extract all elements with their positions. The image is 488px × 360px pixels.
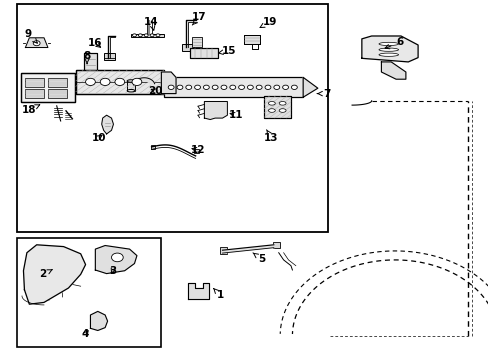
Polygon shape <box>102 115 113 134</box>
Bar <box>264 96 290 118</box>
Circle shape <box>212 85 218 90</box>
Circle shape <box>238 85 244 90</box>
Bar <box>93 316 105 326</box>
Circle shape <box>282 85 288 90</box>
Circle shape <box>132 78 142 86</box>
Polygon shape <box>90 311 107 330</box>
Bar <box>192 37 202 47</box>
Ellipse shape <box>268 102 275 105</box>
Bar <box>220 247 227 254</box>
Bar <box>182 44 194 51</box>
Text: 11: 11 <box>228 110 243 120</box>
Bar <box>17 238 161 347</box>
Bar <box>191 290 206 297</box>
Text: 7: 7 <box>317 89 330 99</box>
Polygon shape <box>204 102 227 120</box>
Bar <box>20 73 75 102</box>
Bar <box>76 70 163 94</box>
Circle shape <box>150 34 154 37</box>
Text: 15: 15 <box>218 46 236 56</box>
Bar <box>20 73 75 102</box>
Text: 18: 18 <box>22 105 40 115</box>
Ellipse shape <box>127 90 135 92</box>
Text: 1: 1 <box>213 288 223 300</box>
Circle shape <box>185 85 191 90</box>
Polygon shape <box>161 72 176 94</box>
Polygon shape <box>23 245 85 304</box>
Circle shape <box>156 34 160 37</box>
Circle shape <box>132 34 136 37</box>
Bar <box>150 145 154 149</box>
Text: 14: 14 <box>144 17 159 30</box>
Polygon shape <box>222 245 273 253</box>
Polygon shape <box>381 62 405 79</box>
Circle shape <box>168 85 174 90</box>
Text: 16: 16 <box>88 38 102 48</box>
Polygon shape <box>303 77 317 97</box>
Text: 13: 13 <box>264 130 278 143</box>
Bar <box>131 34 164 37</box>
Ellipse shape <box>268 109 275 112</box>
Text: 20: 20 <box>148 86 163 96</box>
Bar <box>189 48 218 58</box>
Polygon shape <box>361 36 417 62</box>
Ellipse shape <box>378 53 398 57</box>
Bar <box>244 35 260 44</box>
Ellipse shape <box>279 102 285 105</box>
Circle shape <box>264 85 270 90</box>
Text: 4: 4 <box>81 329 89 339</box>
Polygon shape <box>133 78 154 85</box>
Circle shape <box>85 78 95 86</box>
Text: 12: 12 <box>190 145 205 155</box>
Bar <box>84 53 97 76</box>
Text: 5: 5 <box>252 253 264 264</box>
Text: 10: 10 <box>91 132 106 143</box>
Polygon shape <box>95 246 137 274</box>
Text: 3: 3 <box>109 266 116 276</box>
Bar <box>48 78 66 87</box>
Text: 2: 2 <box>40 269 52 279</box>
Circle shape <box>33 41 40 46</box>
Bar <box>189 48 218 58</box>
Bar <box>17 4 327 232</box>
Circle shape <box>111 253 123 262</box>
Circle shape <box>194 85 200 90</box>
Text: 6: 6 <box>384 37 403 49</box>
Circle shape <box>144 34 148 37</box>
Circle shape <box>221 85 226 90</box>
Text: 17: 17 <box>192 12 206 25</box>
Bar <box>25 78 44 87</box>
Ellipse shape <box>378 48 398 51</box>
Bar <box>25 89 44 98</box>
Bar <box>163 77 303 97</box>
Circle shape <box>256 85 262 90</box>
Polygon shape <box>25 38 48 48</box>
Bar <box>48 89 66 98</box>
Bar <box>104 53 115 60</box>
Circle shape <box>177 85 183 90</box>
Text: 19: 19 <box>260 17 277 28</box>
Bar <box>272 242 280 248</box>
Circle shape <box>115 78 124 86</box>
Polygon shape <box>188 283 209 299</box>
Bar <box>244 35 260 44</box>
Text: 9: 9 <box>25 29 37 43</box>
Circle shape <box>229 85 235 90</box>
Ellipse shape <box>378 42 398 46</box>
Circle shape <box>100 78 110 86</box>
Circle shape <box>247 85 253 90</box>
Bar <box>84 53 97 76</box>
Bar <box>264 96 290 118</box>
Ellipse shape <box>279 109 285 112</box>
Circle shape <box>138 34 142 37</box>
Bar <box>193 149 198 153</box>
Circle shape <box>291 85 297 90</box>
Circle shape <box>203 85 209 90</box>
Circle shape <box>273 85 279 90</box>
Bar <box>76 70 163 94</box>
Ellipse shape <box>127 80 135 82</box>
Text: 8: 8 <box>83 51 90 64</box>
Bar <box>127 81 135 91</box>
